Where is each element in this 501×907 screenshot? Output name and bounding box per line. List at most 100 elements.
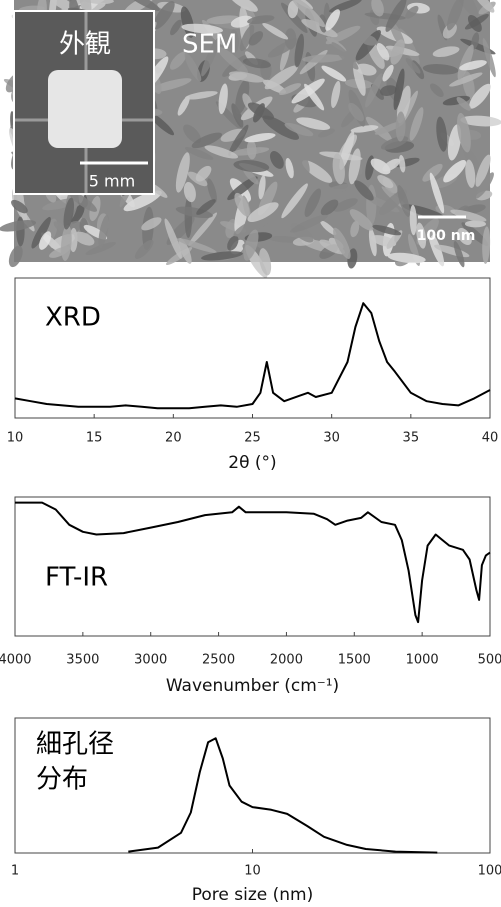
sem-grain xyxy=(321,65,347,82)
sem-grain xyxy=(216,46,249,75)
sem-grain xyxy=(85,242,116,256)
x-tick-label: 15 xyxy=(86,431,103,446)
sem-grain xyxy=(393,68,405,111)
sem-grain xyxy=(428,230,445,267)
x-tick-label: 1500 xyxy=(338,653,371,668)
sem-grain xyxy=(365,73,383,108)
sem-grain xyxy=(239,24,255,52)
inset: 5 mm 外観 xyxy=(13,10,155,195)
sem-grain xyxy=(409,204,417,236)
sem-grain xyxy=(287,0,299,19)
sem-grain xyxy=(229,29,239,53)
x-tick-label: 40 xyxy=(482,431,499,446)
sem-grain xyxy=(247,202,279,223)
sem-grain xyxy=(348,148,361,185)
sem-grain xyxy=(191,132,223,149)
sem-grain xyxy=(387,252,426,264)
sem-grain xyxy=(262,22,289,40)
sem-grain xyxy=(331,80,341,109)
sem-grain xyxy=(294,33,305,68)
sem-grain xyxy=(450,209,487,222)
sem-grain xyxy=(332,153,345,185)
sem-grain xyxy=(177,95,190,116)
chart-title: FT-IR xyxy=(45,563,108,593)
sem-grain xyxy=(432,46,460,57)
sem-grain xyxy=(183,181,196,203)
sem-grain xyxy=(74,231,95,246)
sem-grain xyxy=(301,19,338,38)
sem-grain xyxy=(430,83,444,98)
x-tick-label: 35 xyxy=(403,431,420,446)
sem-grain xyxy=(325,25,361,45)
sem-grain xyxy=(278,83,302,96)
sem-grain xyxy=(372,224,402,236)
sem-grain xyxy=(201,37,221,77)
x-axis-label: Wavenumber (cm⁻¹) xyxy=(166,676,339,696)
sem-grain xyxy=(474,0,495,13)
sem-grain xyxy=(233,159,270,173)
sem-grain xyxy=(175,206,213,219)
x-tick-label: 4000 xyxy=(0,653,32,668)
data-line xyxy=(128,737,438,854)
sem-grain xyxy=(246,139,257,160)
sem-grain xyxy=(376,42,390,61)
sem-grain xyxy=(164,218,182,259)
sem-grain xyxy=(201,251,243,261)
sem-grain xyxy=(247,15,275,25)
sem-grain xyxy=(231,103,244,128)
sem-grain xyxy=(243,229,259,261)
x-tick-label: 3500 xyxy=(66,653,99,668)
x-tick-label: 30 xyxy=(323,431,340,446)
sem-grain xyxy=(457,112,471,153)
sem-grain xyxy=(395,111,406,142)
sem-grain xyxy=(31,216,51,249)
sem-grain xyxy=(284,28,297,50)
x-tick-label: 10 xyxy=(7,431,24,446)
plot-frame xyxy=(14,496,491,637)
sem-grain xyxy=(185,91,218,100)
sem-grain xyxy=(242,168,259,185)
sem-grain xyxy=(233,215,273,237)
sem-grain xyxy=(320,220,337,236)
sem-grain xyxy=(234,192,250,217)
sem-grain xyxy=(457,44,474,80)
sem-grain xyxy=(0,220,36,232)
sem-grain xyxy=(270,150,284,169)
sem-grain xyxy=(228,71,265,83)
sem-grain xyxy=(453,241,465,268)
sem-grain xyxy=(291,78,325,104)
sem-grain xyxy=(354,180,374,201)
sem-grain xyxy=(349,209,374,231)
sem-grain xyxy=(195,165,212,182)
sem-grain xyxy=(416,222,427,249)
sem-grain xyxy=(264,65,298,90)
sem-grain xyxy=(204,145,239,159)
sem-grain xyxy=(475,154,491,187)
inset-label: 外観 xyxy=(59,30,111,60)
sem-grain xyxy=(355,63,377,76)
sem-grain xyxy=(436,116,448,152)
chart-title: 分布 xyxy=(36,765,88,795)
sem-grain xyxy=(348,102,364,122)
sem-grain xyxy=(244,133,276,143)
sem-grain xyxy=(39,231,52,250)
sem-grain xyxy=(290,214,328,233)
sem-scale: 100 nm xyxy=(417,228,476,244)
sem-grain xyxy=(296,117,331,130)
sem-grain xyxy=(322,183,353,195)
chart-title: XRD xyxy=(45,303,101,333)
sem-grain xyxy=(331,42,359,70)
sem-grain xyxy=(409,107,424,141)
sem-grain xyxy=(247,102,274,120)
sem-grain xyxy=(377,174,394,189)
sem-grain xyxy=(320,199,339,216)
inset-scale: 5 mm xyxy=(89,172,135,191)
sem-grain xyxy=(178,237,192,264)
sem-grain xyxy=(442,95,470,106)
sem-grain xyxy=(449,72,483,87)
sem-grain xyxy=(281,183,308,219)
sem-grain xyxy=(98,214,109,249)
sem-grain xyxy=(84,0,114,5)
sem-grain xyxy=(467,14,482,32)
